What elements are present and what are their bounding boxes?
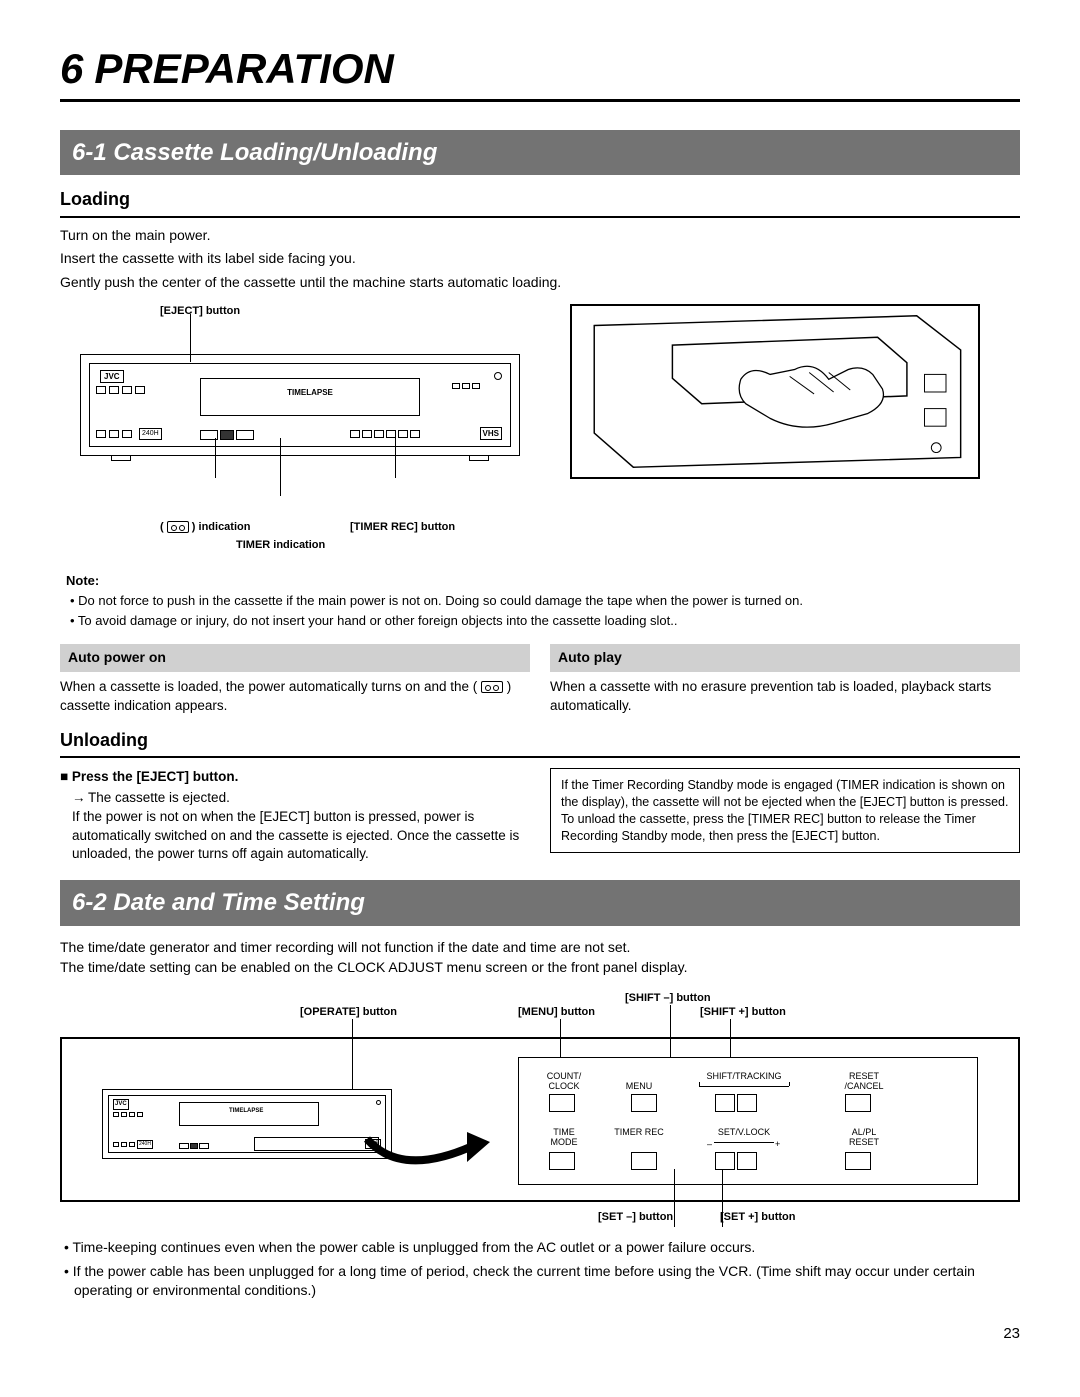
shift-btns (715, 1094, 757, 1112)
note-head: Note: (66, 572, 1014, 590)
bullet-2: • If the power cable has been unplugged … (60, 1262, 1020, 1301)
eject-col: Press the [EJECT] button. The cassette i… (60, 768, 530, 864)
menu-button-label: [MENU] button (518, 1005, 595, 1020)
menu-label: MENU (619, 1082, 659, 1092)
timer-rec-label2: TIMER REC (614, 1128, 664, 1138)
alpl-reset-label: AL/PL RESET (839, 1128, 889, 1148)
eject-body: If the power is not on when the [EJECT] … (60, 808, 530, 865)
indication-pre: ( (160, 521, 164, 533)
set-minus-label: [SET –] button (598, 1210, 673, 1225)
section-6-2-intro: The time/date generator and timer record… (60, 938, 1020, 977)
note-1: • Do not force to push in the cassette i… (66, 592, 1014, 610)
unloading-columns: Press the [EJECT] button. The cassette i… (60, 768, 1020, 864)
bottom-callouts: [SET –] button [SET +] button (60, 1180, 1020, 1220)
bottom-left-controls: 240H (96, 428, 162, 440)
time-mode-label: TIME MODE (539, 1128, 589, 1148)
reset-cancel-label: RESET /CANCEL (839, 1072, 889, 1092)
auto-play-text: When a cassette with no erasure preventi… (550, 678, 1020, 716)
page-number: 23 (60, 1323, 1020, 1344)
model-small: TIMELAPSE (229, 1107, 263, 1115)
unloading-subheader: Unloading (60, 728, 1020, 758)
plus-label: + (775, 1140, 780, 1150)
vcr-front-diagram: [EJECT] button JVC TIMELAPSE (60, 304, 540, 559)
chapter-title: PREPARATION (94, 40, 393, 99)
auto-power-col: Auto power on When a cassette is loaded,… (60, 644, 530, 715)
section-6-2-bullets: • Time-keeping continues even when the p… (60, 1238, 1020, 1301)
timer-standby-infobox: If the Timer Recording Standby mode is e… (550, 768, 1020, 854)
auto-play-head: Auto play (550, 644, 1020, 672)
info-box-col: If the Timer Recording Standby mode is e… (550, 768, 1020, 864)
left-buttons (96, 386, 145, 394)
shift-minus-label: [SHIFT –] button (625, 991, 711, 1006)
leader-indication (215, 438, 216, 478)
count-clock-label: COUNT/ CLOCK (539, 1072, 589, 1092)
section-6-2-title: 6-2 Date and Time Setting (72, 889, 365, 916)
set-btns (715, 1152, 757, 1170)
auto-play-col: Auto play When a cassette with no erasur… (550, 644, 1020, 715)
intro-line-2: The time/date setting can be enabled on … (60, 958, 1020, 978)
indication-post: ) indication (192, 521, 251, 533)
set-plus-label: [SET +] button (720, 1210, 795, 1225)
section-6-2-bar: 6-2 Date and Time Setting (60, 880, 1020, 926)
count-clock-btn (549, 1094, 575, 1112)
vhs-badge: VHS (480, 427, 502, 440)
vcr-panel-diagram: JVC TIMELAPSE 240H VHS COUNT/ CLOCK MENU… (60, 1037, 1020, 1202)
section-6-1-title: 6-1 Cassette Loading/Unloading (72, 139, 437, 166)
leader-timer-rec (395, 438, 396, 478)
cassette-insert-diagram (570, 304, 980, 479)
vcr-outline: JVC TIMELAPSE (80, 354, 520, 456)
timelapse-label: TIMELAPSE (287, 387, 333, 398)
operate-button-label: [OPERATE] button (300, 1005, 397, 1020)
eject-button-label: [EJECT] button (160, 304, 640, 319)
time-mode-btn (549, 1152, 575, 1170)
mode-small: 240H (137, 1140, 153, 1149)
note-block: Note: • Do not force to push in the cass… (60, 572, 1020, 631)
top-callouts: [OPERATE] button [MENU] button [SHIFT –]… (60, 991, 1020, 1027)
set-vlock-label: SET/V.LOCK (694, 1128, 794, 1138)
shift-plus-label: [SHIFT +] button (700, 1005, 786, 1020)
bullet-1: • Time-keeping continues even when the p… (60, 1238, 1020, 1258)
diagram-row: [EJECT] button JVC TIMELAPSE (60, 304, 1020, 559)
auto-power-text: When a cassette is loaded, the power aut… (60, 678, 530, 716)
alpl-reset-btn (845, 1152, 871, 1170)
auto-power-text-a: When a cassette is loaded, the power aut… (60, 679, 481, 694)
right-indicators (452, 372, 502, 389)
panel-zoom: COUNT/ CLOCK MENU SHIFT/TRACKING RESET /… (518, 1057, 978, 1185)
loading-subheader: Loading (60, 187, 1020, 217)
loading-line-1: Turn on the main power. (60, 226, 1020, 246)
cassette-slot: TIMELAPSE (200, 378, 420, 416)
leader-timer-ind (280, 438, 281, 496)
timer-rec-btn (631, 1152, 657, 1170)
mode-badge: 240H (139, 428, 162, 440)
leader-eject (190, 314, 191, 362)
chapter-number: 6 (60, 40, 82, 99)
note-2: • To avoid damage or injury, do not inse… (66, 612, 1014, 630)
auto-power-head: Auto power on (60, 644, 530, 672)
shift-tracking-label: SHIFT/TRACKING (694, 1072, 794, 1082)
brand-small: JVC (113, 1099, 129, 1109)
cassette-icon-inline (481, 681, 503, 693)
reset-cancel-btn (845, 1094, 871, 1112)
loading-line-2: Insert the cassette with its label side … (60, 249, 1020, 269)
eject-head: Press the [EJECT] button. (60, 768, 530, 787)
section-6-1-bar: 6-1 Cassette Loading/Unloading (60, 130, 1020, 176)
indication-label: ( ) indication (160, 520, 250, 535)
vcr-small: JVC TIMELAPSE 240H VHS (102, 1089, 392, 1159)
loading-line-3: Gently push the center of the cassette u… (60, 273, 1020, 293)
eject-line1: The cassette is ejected. (60, 789, 530, 808)
menu-btn (631, 1094, 657, 1112)
intro-line-1: The time/date generator and timer record… (60, 938, 1020, 958)
bottom-mid-controls (200, 430, 420, 440)
insert-illustration (572, 306, 978, 477)
chapter-header: 6 PREPARATION (60, 40, 1020, 102)
brand-badge: JVC (100, 370, 124, 383)
timer-rec-label: [TIMER REC] button (350, 520, 455, 535)
cassette-icon (167, 521, 189, 533)
auto-columns: Auto power on When a cassette is loaded,… (60, 644, 1020, 715)
minus-label: – (707, 1140, 712, 1150)
timer-indication-label: TIMER indication (236, 538, 325, 553)
zoom-arrow (362, 1084, 492, 1184)
